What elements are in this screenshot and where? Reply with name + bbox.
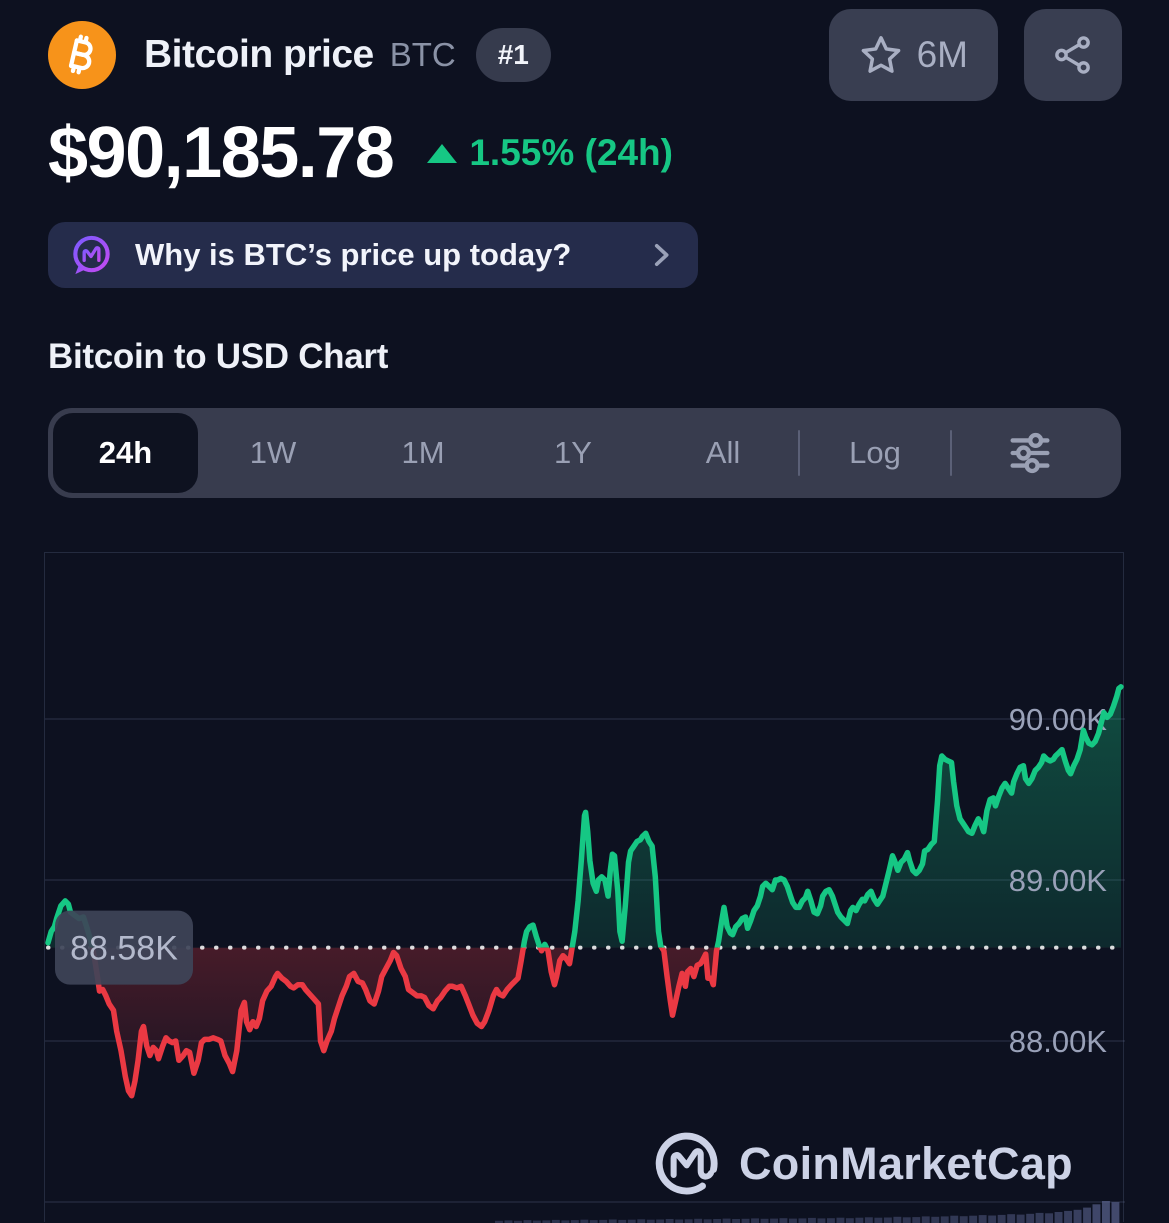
tab-log-scale[interactable]: Log [800,435,950,471]
chart-title: Bitcoin to USD Chart [48,337,388,377]
share-icon [1050,32,1096,78]
coinmarketcap-watermark: CoinMarketCap [653,1131,1073,1197]
y-axis-tick: 89.00K [1009,863,1108,898]
watchlist-button[interactable]: 6M [829,9,998,101]
price-section: $90,185.78 1.55% (24h) [48,112,673,194]
tab-24h[interactable]: 24h [53,413,198,493]
page-title: Bitcoin price [144,33,374,77]
star-icon [859,33,903,77]
share-button[interactable] [1024,9,1122,101]
bitcoin-symbol-icon [60,33,104,77]
tab-1w[interactable]: 1W [198,435,348,471]
insight-banner-text: Why is BTC’s price up today? [135,237,571,273]
coin-symbol: BTC [390,36,456,74]
y-axis-tick: 90.00K [1009,702,1108,737]
watchlist-count: 6M [917,34,968,76]
y-axis-tick: 88.00K [1009,1024,1108,1059]
svg-text:88.58K: 88.58K [70,930,178,968]
sliders-icon [1004,427,1056,479]
baseline-price-label: 88.58K [55,911,193,985]
chevron-right-icon [644,238,678,272]
tab-1y[interactable]: 1Y [498,435,648,471]
rank-badge: #1 [476,28,551,82]
tab-1m[interactable]: 1M [348,435,498,471]
coin-price: $90,185.78 [48,112,393,194]
cmc-chat-icon [68,232,115,279]
price-chart[interactable]: 90.00K 89.00K 88.00K 88.58K CoinMarketCap [44,552,1124,1222]
coin-header: Bitcoin price BTC #1 6M [48,8,1122,102]
tab-all[interactable]: All [648,435,798,471]
price-insight-banner[interactable]: Why is BTC’s price up today? [48,222,698,288]
chart-settings-button[interactable] [952,427,1108,479]
price-change-value: 1.55% (24h) [469,132,673,174]
bitcoin-logo-icon [48,21,116,89]
price-change: 1.55% (24h) [427,132,673,174]
price-chart-svg[interactable]: 90.00K 89.00K 88.00K 88.58K [45,553,1125,1223]
watermark-text: CoinMarketCap [739,1138,1073,1190]
up-arrow-icon [427,144,457,163]
coinmarketcap-logo-icon [653,1131,719,1197]
chart-range-tabbar: 24h 1W 1M 1Y All Log [48,408,1121,498]
